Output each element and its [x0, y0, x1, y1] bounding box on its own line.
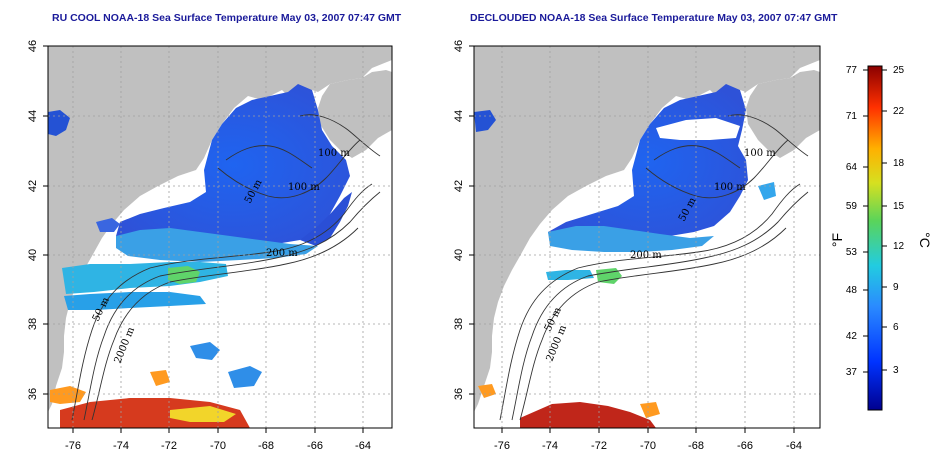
fahrenheit-tick: 53 [846, 247, 858, 258]
right-x-tick: -72 [591, 440, 607, 452]
left-x-tick-labels: -76 -74 -72 -70 -68 -66 -64 [65, 440, 371, 452]
left-sst-maine-coast [48, 110, 70, 136]
left-x-tick: -64 [355, 440, 371, 452]
left-nova-scotia [318, 70, 392, 158]
right-y-tick-labels: 46 44 42 40 38 36 [453, 40, 465, 400]
right-sst-shelf-cyan [548, 226, 714, 252]
left-sst-shelf-cyan [116, 228, 318, 262]
left-y-tick: 38 [27, 318, 39, 330]
right-sst-cloud-gap [656, 118, 740, 140]
left-y-tick: 40 [27, 249, 39, 261]
left-frame [47, 45, 393, 429]
right-sst-maine-coast [474, 110, 496, 132]
left-x-tick: -66 [307, 440, 323, 452]
left-contours [71, 114, 381, 421]
fahrenheit-tick: 37 [846, 367, 858, 378]
right-y-tick: 44 [453, 110, 465, 122]
fahrenheit-tick: 77 [846, 65, 858, 76]
left-land [48, 46, 392, 412]
right-x-tick: -76 [494, 440, 510, 452]
right-contour-label-100m-a: 100 m [744, 148, 776, 159]
colorbar-fahrenheit-labels: 77 71 64 59 53 48 42 37 [846, 65, 858, 378]
left-sst-south-band [64, 292, 206, 310]
celsius-tick: 15 [893, 201, 905, 212]
fahrenheit-tick: 64 [846, 162, 858, 173]
right-sst-east-patch [758, 182, 776, 200]
left-contour-label-200m: 200 m [266, 248, 298, 259]
right-frame [473, 45, 821, 429]
left-x-tick: -72 [161, 440, 177, 452]
celsius-tick: 3 [893, 365, 899, 376]
left-x-tick: -74 [113, 440, 129, 452]
right-y-tick: 36 [453, 388, 465, 400]
left-contour-label-100m-b: 100 m [288, 182, 320, 193]
right-contour-label-100m-b: 100 m [714, 182, 746, 193]
right-land [474, 46, 820, 412]
colorbar-celsius-labels: 25 22 18 15 12 9 6 3 [893, 65, 905, 376]
celsius-tick: 12 [893, 241, 905, 252]
right-y-tick: 46 [453, 40, 465, 52]
celsius-tick: 22 [893, 106, 905, 117]
right-y-tick: 40 [453, 249, 465, 261]
right-sst-warm-south [520, 402, 656, 428]
right-panel-title: DECLOUDED NOAA-18 Sea Surface Temperatur… [470, 12, 838, 24]
colorbar: 77 71 64 59 53 48 42 37 25 22 18 15 12 9… [829, 65, 933, 411]
right-contour-label-200m: 200 m [630, 250, 662, 261]
celsius-tick: 6 [893, 322, 899, 333]
colorbar-gradient [867, 65, 883, 411]
right-y-tick: 42 [453, 180, 465, 192]
celsius-tick: 25 [893, 65, 905, 76]
right-x-tick-labels: -76 -74 -72 -70 -68 -66 -64 [494, 440, 802, 452]
right-sst-green-patch [596, 268, 622, 284]
left-tick-marks [43, 45, 364, 433]
celsius-unit-label: °C [917, 232, 933, 248]
left-x-tick: -76 [65, 440, 81, 452]
left-y-tick: 42 [27, 180, 39, 192]
right-x-tick: -74 [542, 440, 558, 452]
right-y-tick: 38 [453, 318, 465, 330]
left-y-tick-labels: 46 44 42 40 38 36 [27, 40, 39, 400]
right-gridlines [474, 46, 820, 428]
right-tick-marks [469, 45, 795, 433]
left-sst-gulf-of-maine [116, 84, 350, 246]
right-nova-scotia [746, 70, 820, 158]
left-gridlines [48, 46, 392, 428]
celsius-tick: 18 [893, 158, 905, 169]
colorbar-tick-marks [863, 69, 887, 373]
left-y-tick: 36 [27, 388, 39, 400]
left-sst-shelf-strip [300, 192, 352, 246]
left-x-tick: -70 [210, 440, 226, 452]
right-sst-slope-band [546, 270, 594, 280]
left-contour-label-100m-a: 100 m [318, 148, 350, 159]
left-sst-small-blobs [190, 342, 262, 388]
left-sst-yellow-strip [170, 406, 236, 422]
fahrenheit-tick: 42 [846, 331, 858, 342]
right-x-tick: -66 [737, 440, 753, 452]
fahrenheit-tick: 59 [846, 201, 858, 212]
left-y-tick: 46 [27, 40, 39, 52]
fahrenheit-tick: 71 [846, 111, 858, 122]
right-contours [499, 114, 809, 421]
right-x-tick: -68 [688, 440, 704, 452]
left-y-tick: 44 [27, 110, 39, 122]
left-x-tick: -68 [258, 440, 274, 452]
left-sst-lake-patch [96, 218, 120, 232]
left-panel-title: RU COOL NOAA-18 Sea Surface Temperature … [52, 12, 402, 24]
left-map-panel: 200 m 100 m 100 m 50 m 50 m 2000 m -76 -… [27, 40, 393, 452]
right-x-tick: -64 [786, 440, 802, 452]
left-sst-warm-orange [50, 370, 170, 404]
right-x-tick: -70 [640, 440, 656, 452]
celsius-tick: 9 [893, 282, 899, 293]
fahrenheit-unit-label: °F [829, 233, 845, 247]
fahrenheit-tick: 48 [846, 285, 858, 296]
right-map-panel: 200 m 100 m 100 m 50 m 50 m 2000 m -76 -… [453, 40, 821, 452]
